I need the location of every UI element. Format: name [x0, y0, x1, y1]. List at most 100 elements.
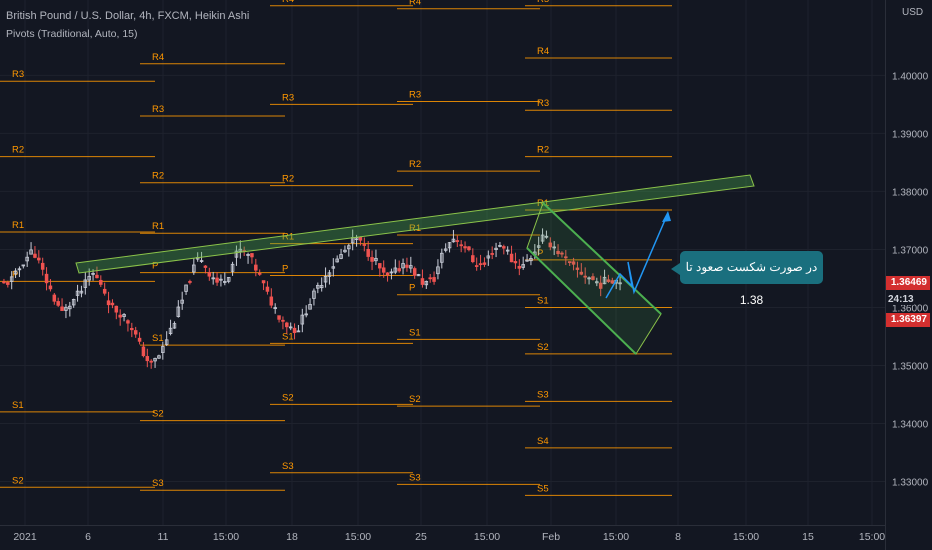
- candle-body: [176, 306, 181, 317]
- candle-body: [389, 271, 394, 274]
- pivot-label: S2: [537, 342, 549, 353]
- candle-body: [536, 245, 541, 248]
- candle-body: [587, 277, 591, 280]
- candle-body: [316, 284, 320, 289]
- time-tick-label: 6: [85, 531, 91, 543]
- pivot-label: R3: [12, 69, 24, 80]
- candle-body: [21, 264, 26, 267]
- pivot-label: S2: [152, 409, 164, 420]
- candle-body: [323, 275, 328, 283]
- pivot-label: S1: [537, 295, 549, 306]
- candle-body: [296, 330, 301, 333]
- candle-body: [102, 288, 107, 294]
- time-tick-label: 11: [158, 531, 169, 543]
- candle-body: [517, 265, 522, 269]
- candle-body: [215, 277, 219, 283]
- pivot-label: S5: [537, 483, 549, 494]
- candle-body: [91, 272, 95, 275]
- candle-body: [52, 294, 57, 302]
- candle-body: [381, 267, 386, 273]
- pivot-label: R1: [282, 232, 294, 243]
- price-tick-label: 1.35000: [892, 361, 929, 372]
- candle-body: [312, 290, 316, 299]
- candle-body: [192, 264, 196, 273]
- candle-body: [79, 290, 84, 294]
- projection-arrow[interactable]: [605, 212, 669, 299]
- resistance-channel[interactable]: [75, 174, 755, 274]
- candle-body: [207, 272, 212, 277]
- wedge-upper-line[interactable]: [542, 202, 662, 315]
- time-tick-label: 15:00: [474, 531, 500, 543]
- drawing-layer[interactable]: [75, 174, 755, 355]
- candle-body: [110, 302, 115, 306]
- candle-body: [610, 280, 615, 284]
- candle-body: [281, 319, 285, 322]
- candle-body: [238, 248, 243, 252]
- candle-body: [440, 252, 444, 263]
- pivot-label: R4: [537, 46, 549, 57]
- price-tick-label: 1.36000: [892, 303, 929, 314]
- candle-body: [33, 253, 37, 258]
- candle-body: [164, 339, 169, 345]
- pivot-label: R3: [409, 90, 421, 101]
- pivot-label: R4: [152, 52, 164, 63]
- candle-body: [521, 264, 525, 268]
- indicator-label[interactable]: Pivots (Traditional, Auto, 15): [6, 28, 138, 40]
- pivot-label: R2: [152, 171, 164, 182]
- annotation-callout[interactable]: در صورت شکست صعود تا 1.38: [671, 251, 823, 307]
- candle-body: [564, 256, 568, 259]
- candle-body: [412, 268, 417, 276]
- candle-body: [432, 277, 436, 282]
- candle-body: [172, 323, 177, 329]
- candle-body: [618, 282, 622, 285]
- candle-body: [424, 281, 429, 286]
- pivot-label: R5: [537, 0, 549, 5]
- pivot-label: S4: [537, 436, 549, 447]
- time-tick-label: 15:00: [213, 531, 239, 543]
- pivot-label: R3: [152, 104, 164, 115]
- candle-body: [130, 327, 134, 331]
- candle-body: [300, 314, 305, 325]
- candle-body: [486, 255, 491, 259]
- candle-body: [234, 250, 239, 258]
- candle-body: [544, 235, 549, 238]
- candle-body: [560, 252, 564, 255]
- candle-body: [490, 253, 494, 255]
- candle-body: [459, 244, 463, 247]
- candle-body: [358, 236, 363, 241]
- candle-body: [6, 282, 10, 285]
- pivot-label: R1: [152, 221, 164, 232]
- time-tick-label: 25: [415, 531, 427, 543]
- time-axis[interactable]: 2021 6 11 15:00 18 15:00 25 15:00 Feb 15:00 8 15:00…: [0, 525, 885, 544]
- candle-body: [443, 248, 448, 251]
- wedge-lower-line[interactable]: [526, 247, 637, 355]
- candle-body: [478, 263, 483, 266]
- candle-body: [335, 258, 339, 263]
- pivot-label: R1: [12, 220, 24, 231]
- pivot-label: S1: [12, 400, 24, 411]
- pivot-label: P: [409, 283, 415, 294]
- pivot-label: S3: [152, 478, 164, 489]
- pivot-label: R4: [282, 0, 294, 5]
- candle-body: [467, 246, 471, 251]
- price-tick-label: 1.38000: [892, 187, 929, 198]
- candle-body: [595, 281, 599, 284]
- candle-body: [37, 257, 41, 261]
- candle-body: [168, 327, 173, 334]
- candle-body: [137, 337, 142, 342]
- candle-body: [494, 247, 498, 251]
- candle-body: [184, 284, 188, 292]
- candle-body: [257, 272, 262, 275]
- candle-body: [44, 273, 49, 284]
- candle-body: [362, 244, 367, 246]
- candle-body: [13, 270, 18, 275]
- candle-body: [246, 254, 250, 256]
- time-tick-label: Feb: [542, 531, 560, 543]
- price-axis[interactable]: 1.40000 1.39000 1.38000 1.37000 1.36000 1.350…: [885, 0, 929, 550]
- pivot-label: P: [537, 248, 543, 259]
- candle-body: [25, 256, 29, 262]
- pivot-label: S3: [409, 472, 421, 483]
- currency-label: USD: [902, 7, 924, 18]
- candle-body: [502, 246, 506, 249]
- price-tick-label: 1.33000: [892, 477, 929, 488]
